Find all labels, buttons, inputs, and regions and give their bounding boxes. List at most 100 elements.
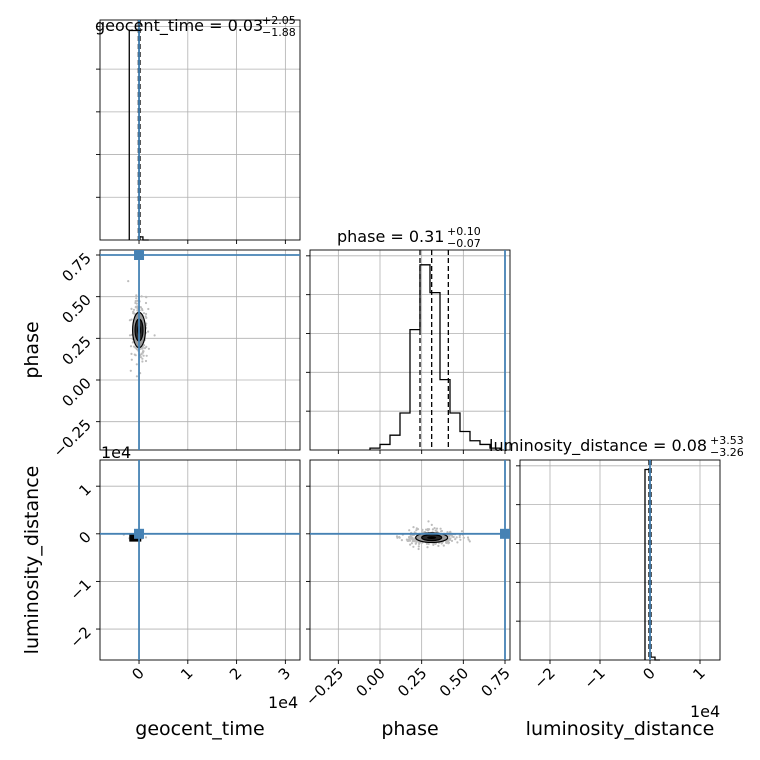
- title-luminosity-distance-sup: +3.53: [710, 434, 744, 447]
- title-value: 0.31: [409, 227, 445, 246]
- sample-point: [459, 538, 462, 541]
- sample-point: [130, 307, 133, 310]
- sample-point: [430, 523, 433, 527]
- lumdist-vs-geocent-truth-marker: [134, 528, 145, 539]
- sample-point: [415, 529, 418, 532]
- geocent-hist-frame: [99, 19, 301, 241]
- lumdist-hist-frame: [519, 459, 721, 661]
- sample-point: [435, 527, 439, 530]
- sample-point: [458, 536, 461, 539]
- labels: geocent_time = 0.03 +2.05 −1.88 phase = …: [21, 14, 744, 740]
- lumdist-vs-phase-frame: [309, 459, 511, 661]
- title-luminosity-distance-sub: −3.26: [710, 446, 744, 459]
- sample-point: [140, 295, 143, 298]
- sample-point: [425, 528, 428, 531]
- title-geocent-time: geocent_time = 0.03: [95, 16, 263, 36]
- sample-point: [417, 545, 420, 548]
- sample-point: [135, 375, 138, 378]
- sample-point: [426, 528, 429, 531]
- sample-point: [143, 344, 146, 347]
- title-value: 0.03: [228, 16, 264, 35]
- sample-point: [135, 294, 138, 297]
- sample-point: [127, 280, 130, 283]
- xlabel-luminosity-distance: luminosity_distance: [526, 718, 715, 740]
- sample-point: [467, 538, 470, 541]
- sample-point: [439, 527, 442, 530]
- sample-point: [434, 542, 437, 545]
- sample-point: [134, 354, 137, 357]
- sample-point: [400, 539, 403, 542]
- sample-point: [153, 334, 156, 337]
- sample-point: [408, 529, 411, 532]
- sample-point: [145, 312, 148, 316]
- xlabel-phase: phase: [381, 718, 438, 740]
- sample-point: [145, 345, 148, 348]
- sample-point: [135, 297, 138, 300]
- sample-point: [132, 312, 135, 315]
- sample-point: [147, 347, 150, 350]
- sample-point: [421, 528, 424, 532]
- sample-point: [141, 357, 144, 360]
- sample-point: [431, 528, 434, 531]
- sample-point: [448, 535, 451, 538]
- title-prefix: phase =: [337, 227, 409, 246]
- title-geocent-time-sub: −1.88: [262, 26, 296, 39]
- sample-point: [142, 312, 146, 315]
- sample-point: [415, 527, 418, 530]
- sample-point: [445, 541, 448, 545]
- sample-point: [411, 539, 414, 543]
- sample-point: [427, 520, 430, 523]
- sample-point: [437, 544, 440, 548]
- sample-point: [409, 543, 412, 546]
- sample-point: [145, 354, 148, 357]
- sample-point: [412, 545, 415, 548]
- sample-point: [418, 541, 421, 544]
- title-phase-sub: −0.07: [447, 237, 481, 250]
- scale-label-x-geocent: 1e4: [268, 693, 298, 712]
- title-phase-sup: +0.10: [447, 225, 481, 238]
- sample-point: [455, 536, 458, 539]
- lumdist-vs-phase-truth-marker: [500, 528, 510, 539]
- phase-hist-frame: [309, 249, 511, 451]
- sample-point: [395, 535, 399, 538]
- sample-point: [468, 540, 471, 543]
- sample-point: [460, 530, 464, 533]
- sample-point: [433, 527, 436, 530]
- sample-point: [141, 360, 144, 363]
- sample-point: [426, 546, 429, 549]
- lumdist-vs-phase-density-core: [427, 536, 437, 539]
- sample-point: [417, 547, 420, 551]
- sample-point: [442, 544, 445, 547]
- sample-point: [145, 316, 148, 319]
- ylabel-luminosity-distance: luminosity_distance: [21, 466, 43, 655]
- sample-point: [128, 334, 132, 337]
- sample-point: [447, 541, 451, 544]
- sample-point: [130, 358, 133, 361]
- sample-point: [413, 538, 416, 541]
- sample-point: [412, 526, 415, 529]
- sample-point: [139, 356, 142, 359]
- sample-point: [141, 309, 144, 312]
- ylabel-phase: phase: [21, 321, 43, 378]
- title-prefix: geocent_time =: [95, 16, 228, 36]
- sample-point: [440, 530, 443, 533]
- title-phase: phase = 0.31: [337, 227, 444, 246]
- phase-histogram-step: [369, 264, 501, 450]
- title-luminosity-distance: luminosity_distance = 0.08: [489, 436, 707, 456]
- sample-point: [408, 539, 412, 542]
- scale-label-y-lumdist: 1e4: [101, 443, 131, 462]
- sample-point: [456, 541, 459, 544]
- sample-point: [131, 341, 134, 344]
- sample-point: [466, 536, 470, 539]
- sample-point: [144, 301, 148, 305]
- sample-point: [139, 306, 143, 309]
- lumdist-vs-geocent-frame: [99, 459, 301, 661]
- sample-point: [427, 542, 430, 546]
- sample-point: [147, 307, 150, 311]
- sample-point: [409, 535, 412, 538]
- xlabel-geocent-time: geocent_time: [135, 718, 264, 740]
- sample-point: [144, 536, 148, 539]
- sample-point: [128, 319, 131, 322]
- sample-point: [141, 347, 144, 350]
